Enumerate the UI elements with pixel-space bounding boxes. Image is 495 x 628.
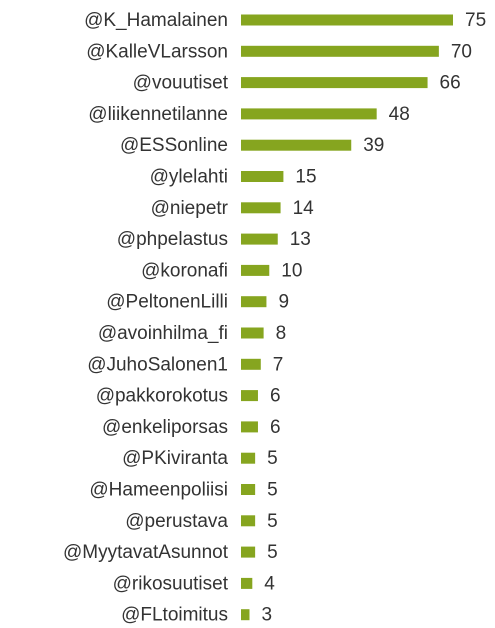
category-label: @koronafi bbox=[141, 260, 228, 281]
category-label: @rikosuutiset bbox=[113, 573, 229, 594]
category-label: @phpelastus bbox=[117, 229, 228, 250]
bar bbox=[241, 77, 428, 89]
bar bbox=[241, 202, 281, 214]
category-label: @perustava bbox=[125, 511, 228, 532]
value-label: 8 bbox=[276, 323, 287, 344]
bar bbox=[241, 390, 258, 402]
value-label: 6 bbox=[270, 386, 281, 407]
category-label: @vouutiset bbox=[133, 73, 229, 94]
category-label: @ylelahti bbox=[150, 167, 228, 188]
value-label: 75 bbox=[465, 10, 486, 31]
bar bbox=[241, 358, 261, 370]
category-label: @liikennetilanne bbox=[88, 104, 228, 125]
value-label: 39 bbox=[363, 135, 384, 156]
value-label: 48 bbox=[389, 104, 410, 125]
category-label: @PeltonenLilli bbox=[106, 292, 228, 313]
bar bbox=[241, 546, 256, 558]
category-label: @K_Hamalainen bbox=[84, 10, 228, 31]
category-label: @enkeliporsas bbox=[102, 417, 228, 438]
bar bbox=[241, 264, 270, 276]
category-label: @niepetr bbox=[151, 198, 229, 219]
value-label: 5 bbox=[267, 448, 278, 469]
bar bbox=[241, 484, 256, 495]
category-label: @ESSonline bbox=[120, 135, 228, 156]
bar bbox=[241, 171, 284, 182]
value-label: 5 bbox=[267, 511, 278, 532]
bar bbox=[241, 452, 256, 464]
value-label: 9 bbox=[278, 292, 289, 313]
bar bbox=[241, 296, 267, 308]
bar bbox=[241, 108, 377, 120]
value-label: 6 bbox=[270, 417, 281, 438]
value-label: 10 bbox=[281, 260, 302, 281]
value-label: 66 bbox=[440, 73, 461, 94]
category-label: @PKiviranta bbox=[122, 448, 228, 469]
value-label: 5 bbox=[267, 542, 278, 563]
value-label: 13 bbox=[290, 229, 311, 250]
category-label: @avoinhilma_fi bbox=[98, 323, 228, 344]
value-label: 5 bbox=[267, 480, 278, 501]
bar bbox=[241, 327, 264, 339]
category-label: @FLtoimitus bbox=[121, 605, 228, 626]
value-label: 14 bbox=[293, 198, 315, 219]
category-label: @pakkorokotus bbox=[96, 386, 228, 407]
value-label: 4 bbox=[264, 573, 275, 594]
category-label: @MyytavatAsunnot bbox=[63, 542, 229, 563]
bar bbox=[241, 421, 258, 433]
bar bbox=[241, 577, 253, 589]
bar bbox=[241, 515, 256, 527]
category-label: @KalleVLarsson bbox=[86, 41, 228, 62]
category-label: @JuhoSalonen1 bbox=[87, 354, 228, 375]
bar bbox=[241, 139, 352, 151]
value-label: 3 bbox=[261, 605, 272, 626]
bar bbox=[241, 45, 439, 57]
value-label: 70 bbox=[451, 41, 472, 62]
bar bbox=[241, 14, 453, 26]
value-label: 15 bbox=[295, 167, 316, 188]
category-label: @Hameenpoliisi bbox=[89, 480, 228, 501]
bar bbox=[241, 233, 278, 245]
bar bbox=[241, 609, 250, 621]
value-label: 7 bbox=[273, 354, 284, 375]
